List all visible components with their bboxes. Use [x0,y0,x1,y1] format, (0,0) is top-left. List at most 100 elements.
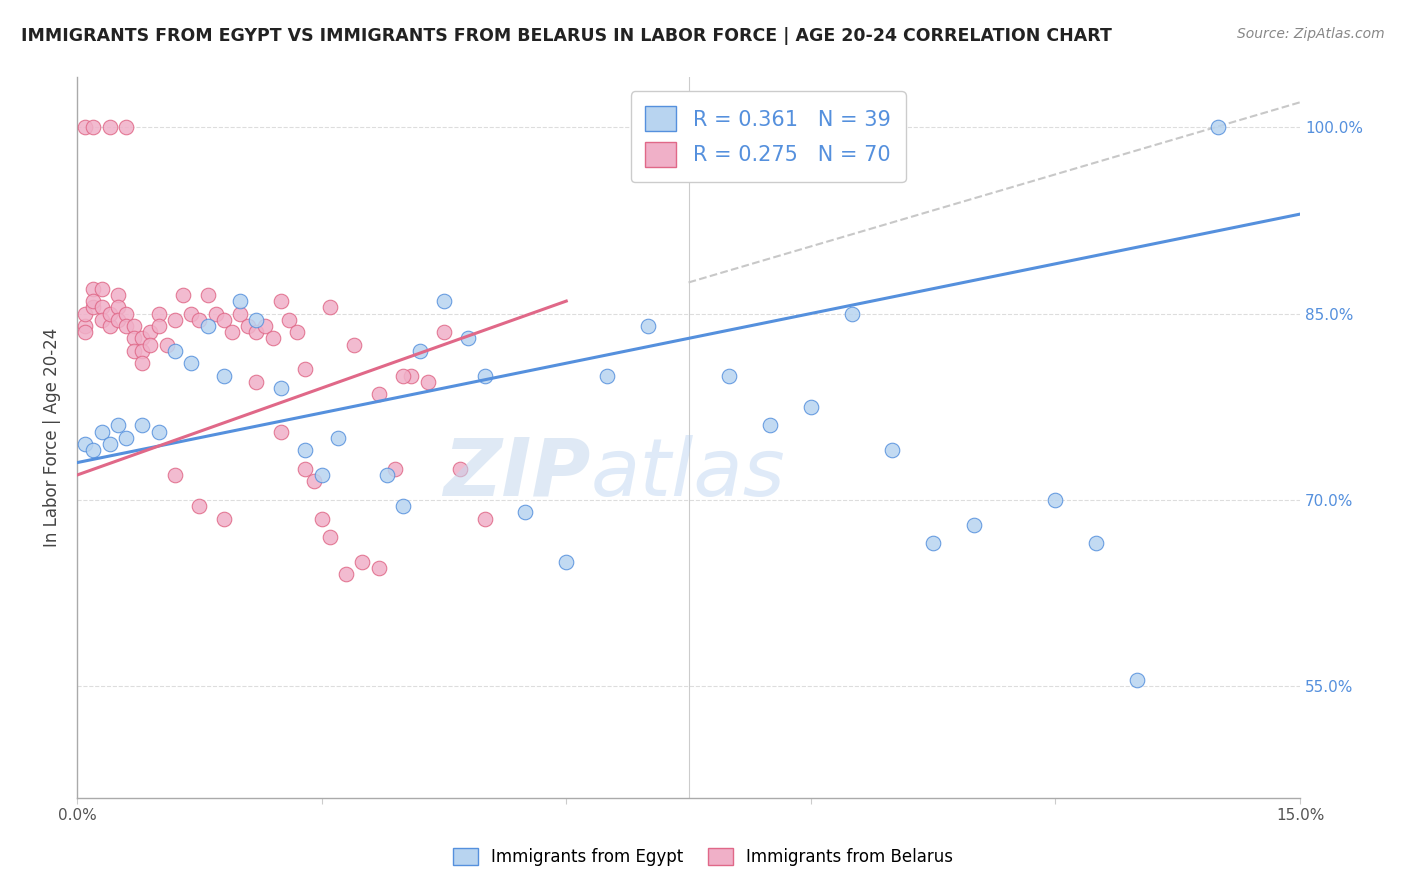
Point [90,282,112,296]
Point [82,120,104,135]
Point [82,294,104,309]
Point [457,331,479,345]
Point [319,530,342,544]
Point [474,511,496,525]
Point [163,343,186,358]
Point [474,368,496,383]
Point [392,368,415,383]
Point [882,443,904,458]
Point [294,443,316,458]
Point [115,120,138,135]
Point [122,318,145,333]
Point [131,343,153,358]
Point [122,343,145,358]
Point [270,381,292,395]
Legend: R = 0.361   N = 39, R = 0.275   N = 70: R = 0.361 N = 39, R = 0.275 N = 70 [630,92,905,182]
Point [759,418,782,433]
Point [401,368,423,383]
Point [212,368,235,383]
Point [515,505,537,519]
Point [82,443,104,458]
Point [131,331,153,345]
Point [131,418,153,433]
Text: IMMIGRANTS FROM EGYPT VS IMMIGRANTS FROM BELARUS IN LABOR FORCE | AGE 20-24 CORR: IMMIGRANTS FROM EGYPT VS IMMIGRANTS FROM… [21,27,1112,45]
Point [1208,120,1230,135]
Text: atlas: atlas [591,434,786,513]
Point [922,536,945,550]
Point [148,318,170,333]
Point [294,462,316,476]
Point [82,300,104,314]
Point [596,368,619,383]
Point [311,511,333,525]
Point [433,294,456,309]
Point [841,306,863,320]
Point [204,306,226,320]
Point [335,567,357,582]
Point [1045,492,1067,507]
Legend: Immigrants from Egypt, Immigrants from Belarus: Immigrants from Egypt, Immigrants from B… [446,841,960,873]
Point [98,318,121,333]
Point [107,312,129,326]
Point [197,288,219,302]
Point [115,306,138,320]
Point [384,462,406,476]
Point [343,337,366,351]
Point [449,462,471,476]
Point [278,312,301,326]
Text: ZIP: ZIP [443,434,591,513]
Point [221,325,243,339]
Point [75,120,97,135]
Point [107,288,129,302]
Point [326,431,349,445]
Point [139,337,162,351]
Point [375,468,398,483]
Point [311,468,333,483]
Point [1126,673,1149,687]
Point [270,425,292,439]
Point [163,312,186,326]
Point [800,400,823,414]
Point [416,375,439,389]
Point [319,300,342,314]
Point [718,368,741,383]
Point [238,318,260,333]
Point [637,318,659,333]
Point [294,362,316,376]
Point [82,282,104,296]
Point [245,375,267,389]
Point [302,475,325,489]
Point [98,120,121,135]
Y-axis label: In Labor Force | Age 20-24: In Labor Force | Age 20-24 [44,328,60,548]
Point [963,517,986,532]
Point [156,337,179,351]
Point [408,343,430,358]
Point [148,425,170,439]
Point [90,312,112,326]
Point [555,555,578,569]
Point [270,294,292,309]
Point [98,306,121,320]
Point [253,318,276,333]
Point [245,312,267,326]
Point [163,468,186,483]
Point [107,300,129,314]
Point [172,288,194,302]
Point [285,325,308,339]
Point [212,312,235,326]
Point [139,325,162,339]
Point [90,425,112,439]
Point [188,312,211,326]
Point [212,511,235,525]
Point [107,418,129,433]
Point [131,356,153,370]
Point [115,431,138,445]
Point [75,437,97,451]
Point [180,306,202,320]
Point [262,331,284,345]
Point [197,318,219,333]
Point [392,499,415,513]
Point [75,318,97,333]
Point [148,306,170,320]
Point [433,325,456,339]
